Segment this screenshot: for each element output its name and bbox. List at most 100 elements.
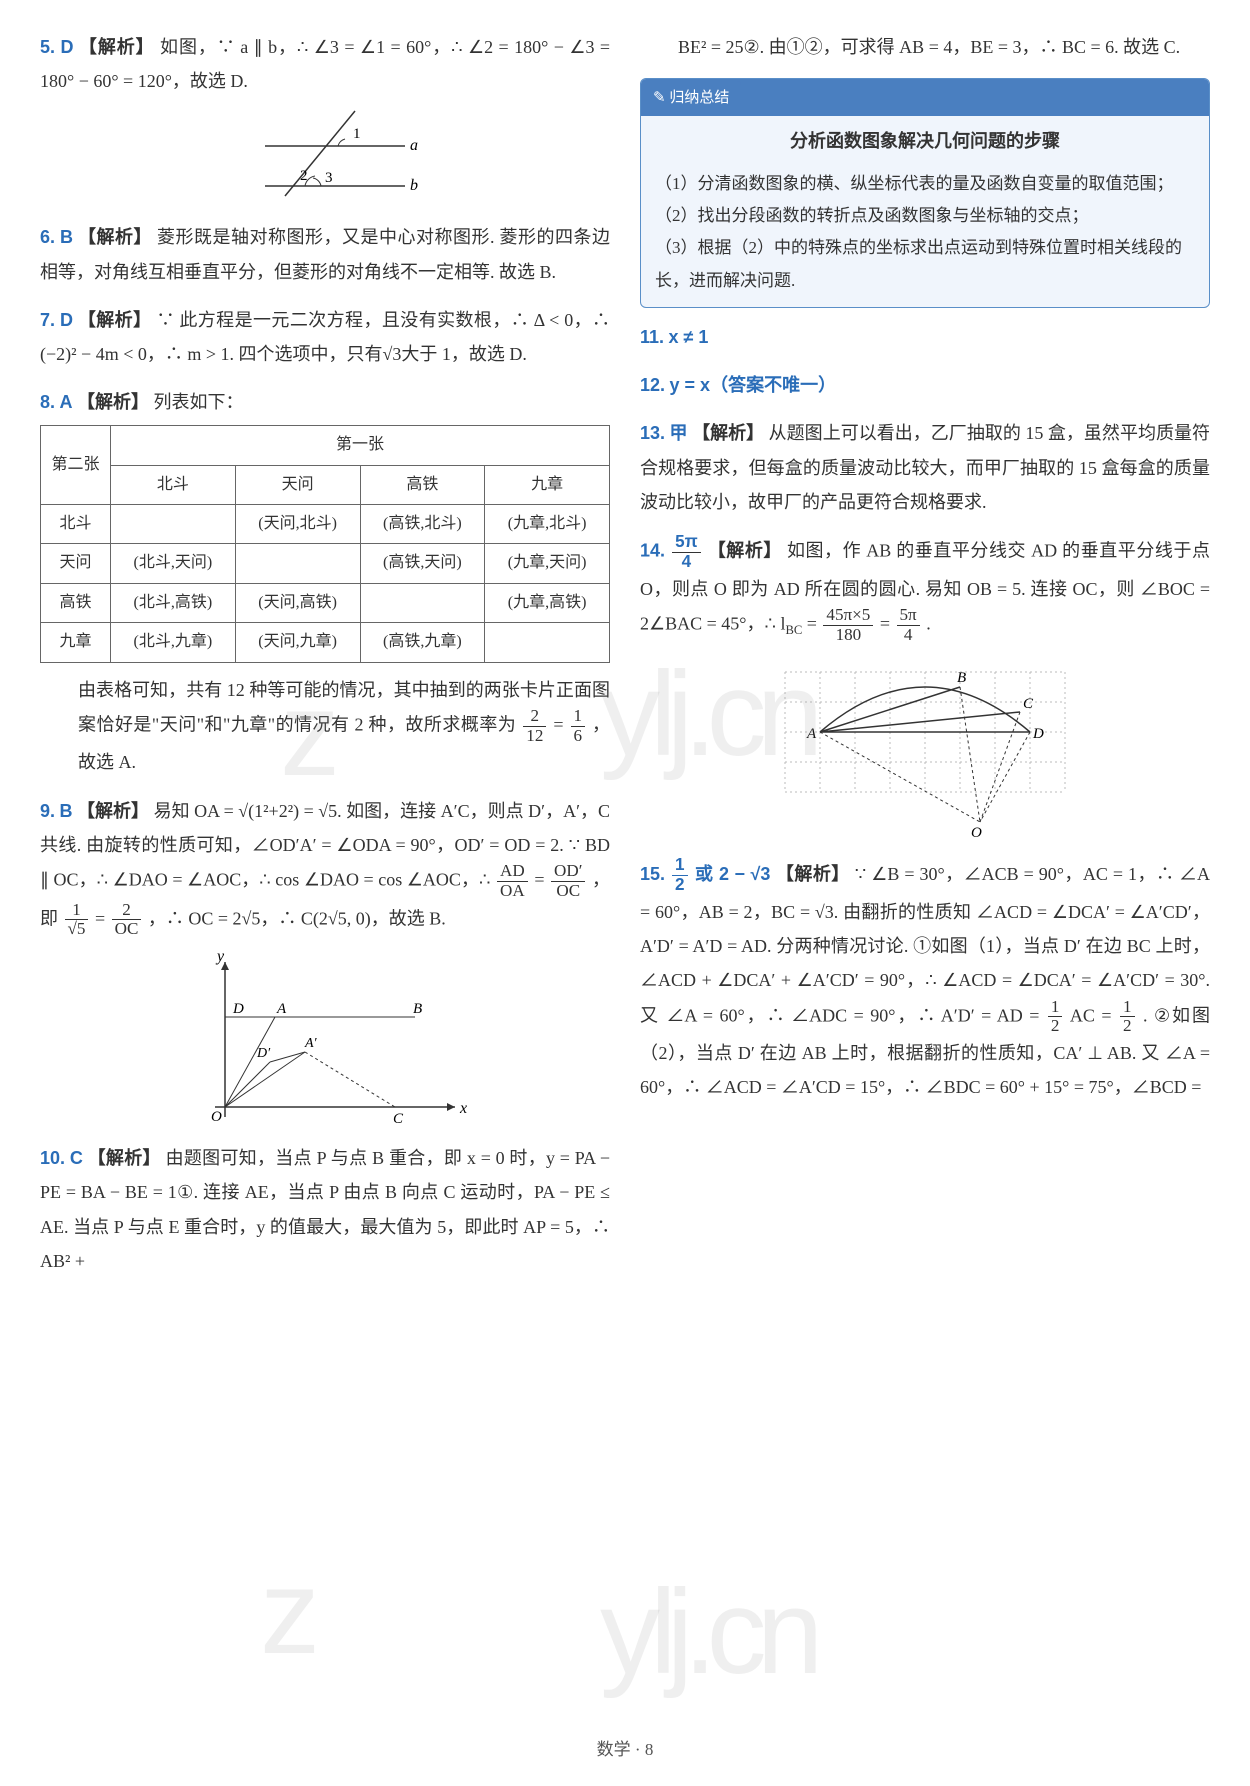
q9-tag: 【解析】: [77, 801, 149, 821]
q10-continuation: BE² = 25②. 由①②，可求得 AB = 4，BE = 3，∴ BC = …: [640, 30, 1210, 64]
q11-answer: x ≠ 1: [669, 327, 709, 347]
pencil-icon: ✎: [653, 90, 666, 106]
q8-r0c1: (天问,北斗): [235, 505, 360, 544]
q13-number: 13.: [640, 423, 665, 443]
q15-or: 或: [695, 864, 713, 884]
q8-post-text: 由表格可知，共有 12 种等可能的情况，其中抽到的两张卡片正面图案恰好是"天问"…: [40, 673, 610, 780]
page-footer: 数学 · 8: [0, 1734, 1250, 1766]
q8-frac1: 2 12: [523, 707, 546, 746]
q8-table-header-span: 第一张: [111, 426, 610, 465]
svg-text:A′: A′: [304, 1036, 318, 1051]
q15-ans-b: 2 − √3: [719, 864, 770, 884]
svg-text:B: B: [413, 1001, 422, 1017]
q15-ans-frac: 1 2: [672, 856, 688, 895]
q9-f3: 1 √5: [65, 901, 89, 940]
summary-box: ✎ 归纳总结 分析函数图象解决几何问题的步骤 （1）分清函数图象的横、纵坐标代表…: [640, 78, 1210, 308]
q8-row3-label: 九章: [41, 623, 111, 662]
summary-item-1: （2）找出分段函数的转折点及函数图象与坐标轴的交点；: [655, 200, 1195, 232]
q8-row0-label: 北斗: [41, 505, 111, 544]
question-14: 14. 5π 4 【解析】 如图，作 AB 的垂直平分线交 AD 的垂直平分线于…: [640, 533, 1210, 842]
q15-tag: 【解析】: [776, 864, 850, 884]
svg-text:D: D: [232, 1001, 244, 1017]
summary-body: （1）分清函数图象的横、纵坐标代表的量及函数自变量的取值范围； （2）找出分段函…: [641, 162, 1209, 307]
q14-tag: 【解析】: [708, 540, 782, 560]
q6-tag: 【解析】: [78, 227, 152, 247]
q8-row1-label: 天问: [41, 544, 111, 583]
watermark-3: z: [260, 1498, 320, 1726]
q8-tag: 【解析】: [77, 392, 149, 412]
svg-text:D: D: [1032, 726, 1044, 742]
q9-f4: 2 OC: [112, 901, 142, 940]
q8-r2c3: (九章,高铁): [485, 583, 610, 622]
question-5: 5. D 【解析】 如图，∵ a ∥ b，∴ ∠3 = ∠1 = 60°，∴ ∠…: [40, 30, 610, 206]
svg-text:D′: D′: [256, 1046, 271, 1061]
q8-r3c2: (高铁,九章): [360, 623, 485, 662]
q8-r1c0: (北斗,天问): [111, 544, 236, 583]
q8-number: 8.: [40, 392, 55, 412]
q15-mid1: AC =: [1070, 1005, 1118, 1025]
svg-text:C: C: [1023, 696, 1034, 712]
q8-r0c3: (九章,北斗): [485, 505, 610, 544]
q5-tag: 【解析】: [79, 37, 155, 57]
question-7: 7. D 【解析】 ∵ 此方程是一元二次方程，且没有实数根，∴ Δ < 0，∴ …: [40, 303, 610, 371]
q8-r2c1: (天问,高铁): [235, 583, 360, 622]
q8-r1c2: (高铁,天问): [360, 544, 485, 583]
summary-item-2: （3）根据（2）中的特殊点的坐标求出点运动到特殊位置时相关线段的长，进而解决问题…: [655, 232, 1195, 297]
q8-row-0: 北斗 (天问,北斗) (高铁,北斗) (九章,北斗): [41, 505, 610, 544]
q8-col-1: 天问: [235, 465, 360, 504]
svg-text:y: y: [215, 948, 225, 965]
q15-f2: 1 2: [1120, 998, 1135, 1037]
q5-number: 5.: [40, 37, 55, 57]
q14-eq: =: [807, 613, 822, 633]
q14-sub: BC: [785, 623, 802, 637]
svg-text:b: b: [410, 177, 418, 194]
q15-f1: 1 2: [1048, 998, 1063, 1037]
q5-answer: D: [60, 37, 73, 57]
q15-number: 15.: [640, 864, 665, 884]
q8-answer: A: [60, 392, 73, 412]
q8-r0c2: (高铁,北斗): [360, 505, 485, 544]
q8-frac2: 1 6: [571, 707, 586, 746]
svg-text:A: A: [276, 1001, 287, 1017]
question-9: 9. B 【解析】 易知 OA = √(1²+2²) = √5. 如图，连接 A…: [40, 794, 610, 1128]
q6-answer: B: [60, 227, 73, 247]
q8-col-0: 北斗: [111, 465, 236, 504]
q8-r0c0: [111, 505, 236, 544]
q10-number: 10.: [40, 1148, 65, 1168]
q8-r3c3: [485, 623, 610, 662]
q12-answer: y = x（答案不唯一）: [670, 375, 837, 395]
q9-answer: B: [60, 801, 73, 821]
q8-r3c0: (北斗,九章): [111, 623, 236, 662]
summary-header-wrap: ✎ 归纳总结: [641, 79, 1209, 116]
q8-intro: 列表如下：: [154, 392, 244, 412]
q10-tag: 【解析】: [88, 1148, 161, 1168]
q8-table-col-headers: 北斗 天问 高铁 九章: [41, 465, 610, 504]
summary-title: 分析函数图象解决几何问题的步骤: [641, 116, 1209, 162]
q8-col-2: 高铁: [360, 465, 485, 504]
q13-tag: 【解析】: [692, 423, 764, 443]
svg-text:1: 1: [353, 126, 361, 142]
svg-text:C: C: [393, 1111, 404, 1127]
q13-answer: 甲: [670, 423, 688, 443]
q8-table-corner: 第二张: [41, 426, 111, 505]
question-11: 11. x ≠ 1: [640, 320, 1210, 354]
q9-eq1: =: [534, 869, 549, 889]
question-13: 13. 甲 【解析】 从题图上可以看出，乙厂抽取的 15 盒，虽然平均质量符合规…: [640, 416, 1210, 519]
q14-tail: .: [926, 613, 931, 633]
q10-answer: C: [70, 1148, 83, 1168]
svg-text:A: A: [806, 726, 817, 742]
q7-tag: 【解析】: [78, 310, 152, 330]
q14-eq2: =: [880, 613, 895, 633]
q8-col-3: 九章: [485, 465, 610, 504]
q8-table: 第二张 第一张 北斗 天问 高铁 九章 北斗 (天问,北斗) (高铁,北斗) (…: [40, 425, 610, 662]
question-15: 15. 1 2 或 2 − √3 【解析】 ∵ ∠B = 30°，∠ACB = …: [640, 856, 1210, 1104]
q6-number: 6.: [40, 227, 55, 247]
q8-row-3: 九章 (北斗,九章) (天问,九章) (高铁,九章): [41, 623, 610, 662]
q8-r2c0: (北斗,高铁): [111, 583, 236, 622]
summary-header-text: 归纳总结: [669, 90, 729, 106]
q8-row-1: 天问 (北斗,天问) (高铁,天问) (九章,天问): [41, 544, 610, 583]
q5-diagram: 1 2 3 a b: [40, 106, 610, 206]
q14-frac2: 5π 4: [897, 606, 920, 645]
q9-eq2: =: [95, 908, 110, 928]
q14-frac1: 45π×5 180: [823, 606, 873, 645]
